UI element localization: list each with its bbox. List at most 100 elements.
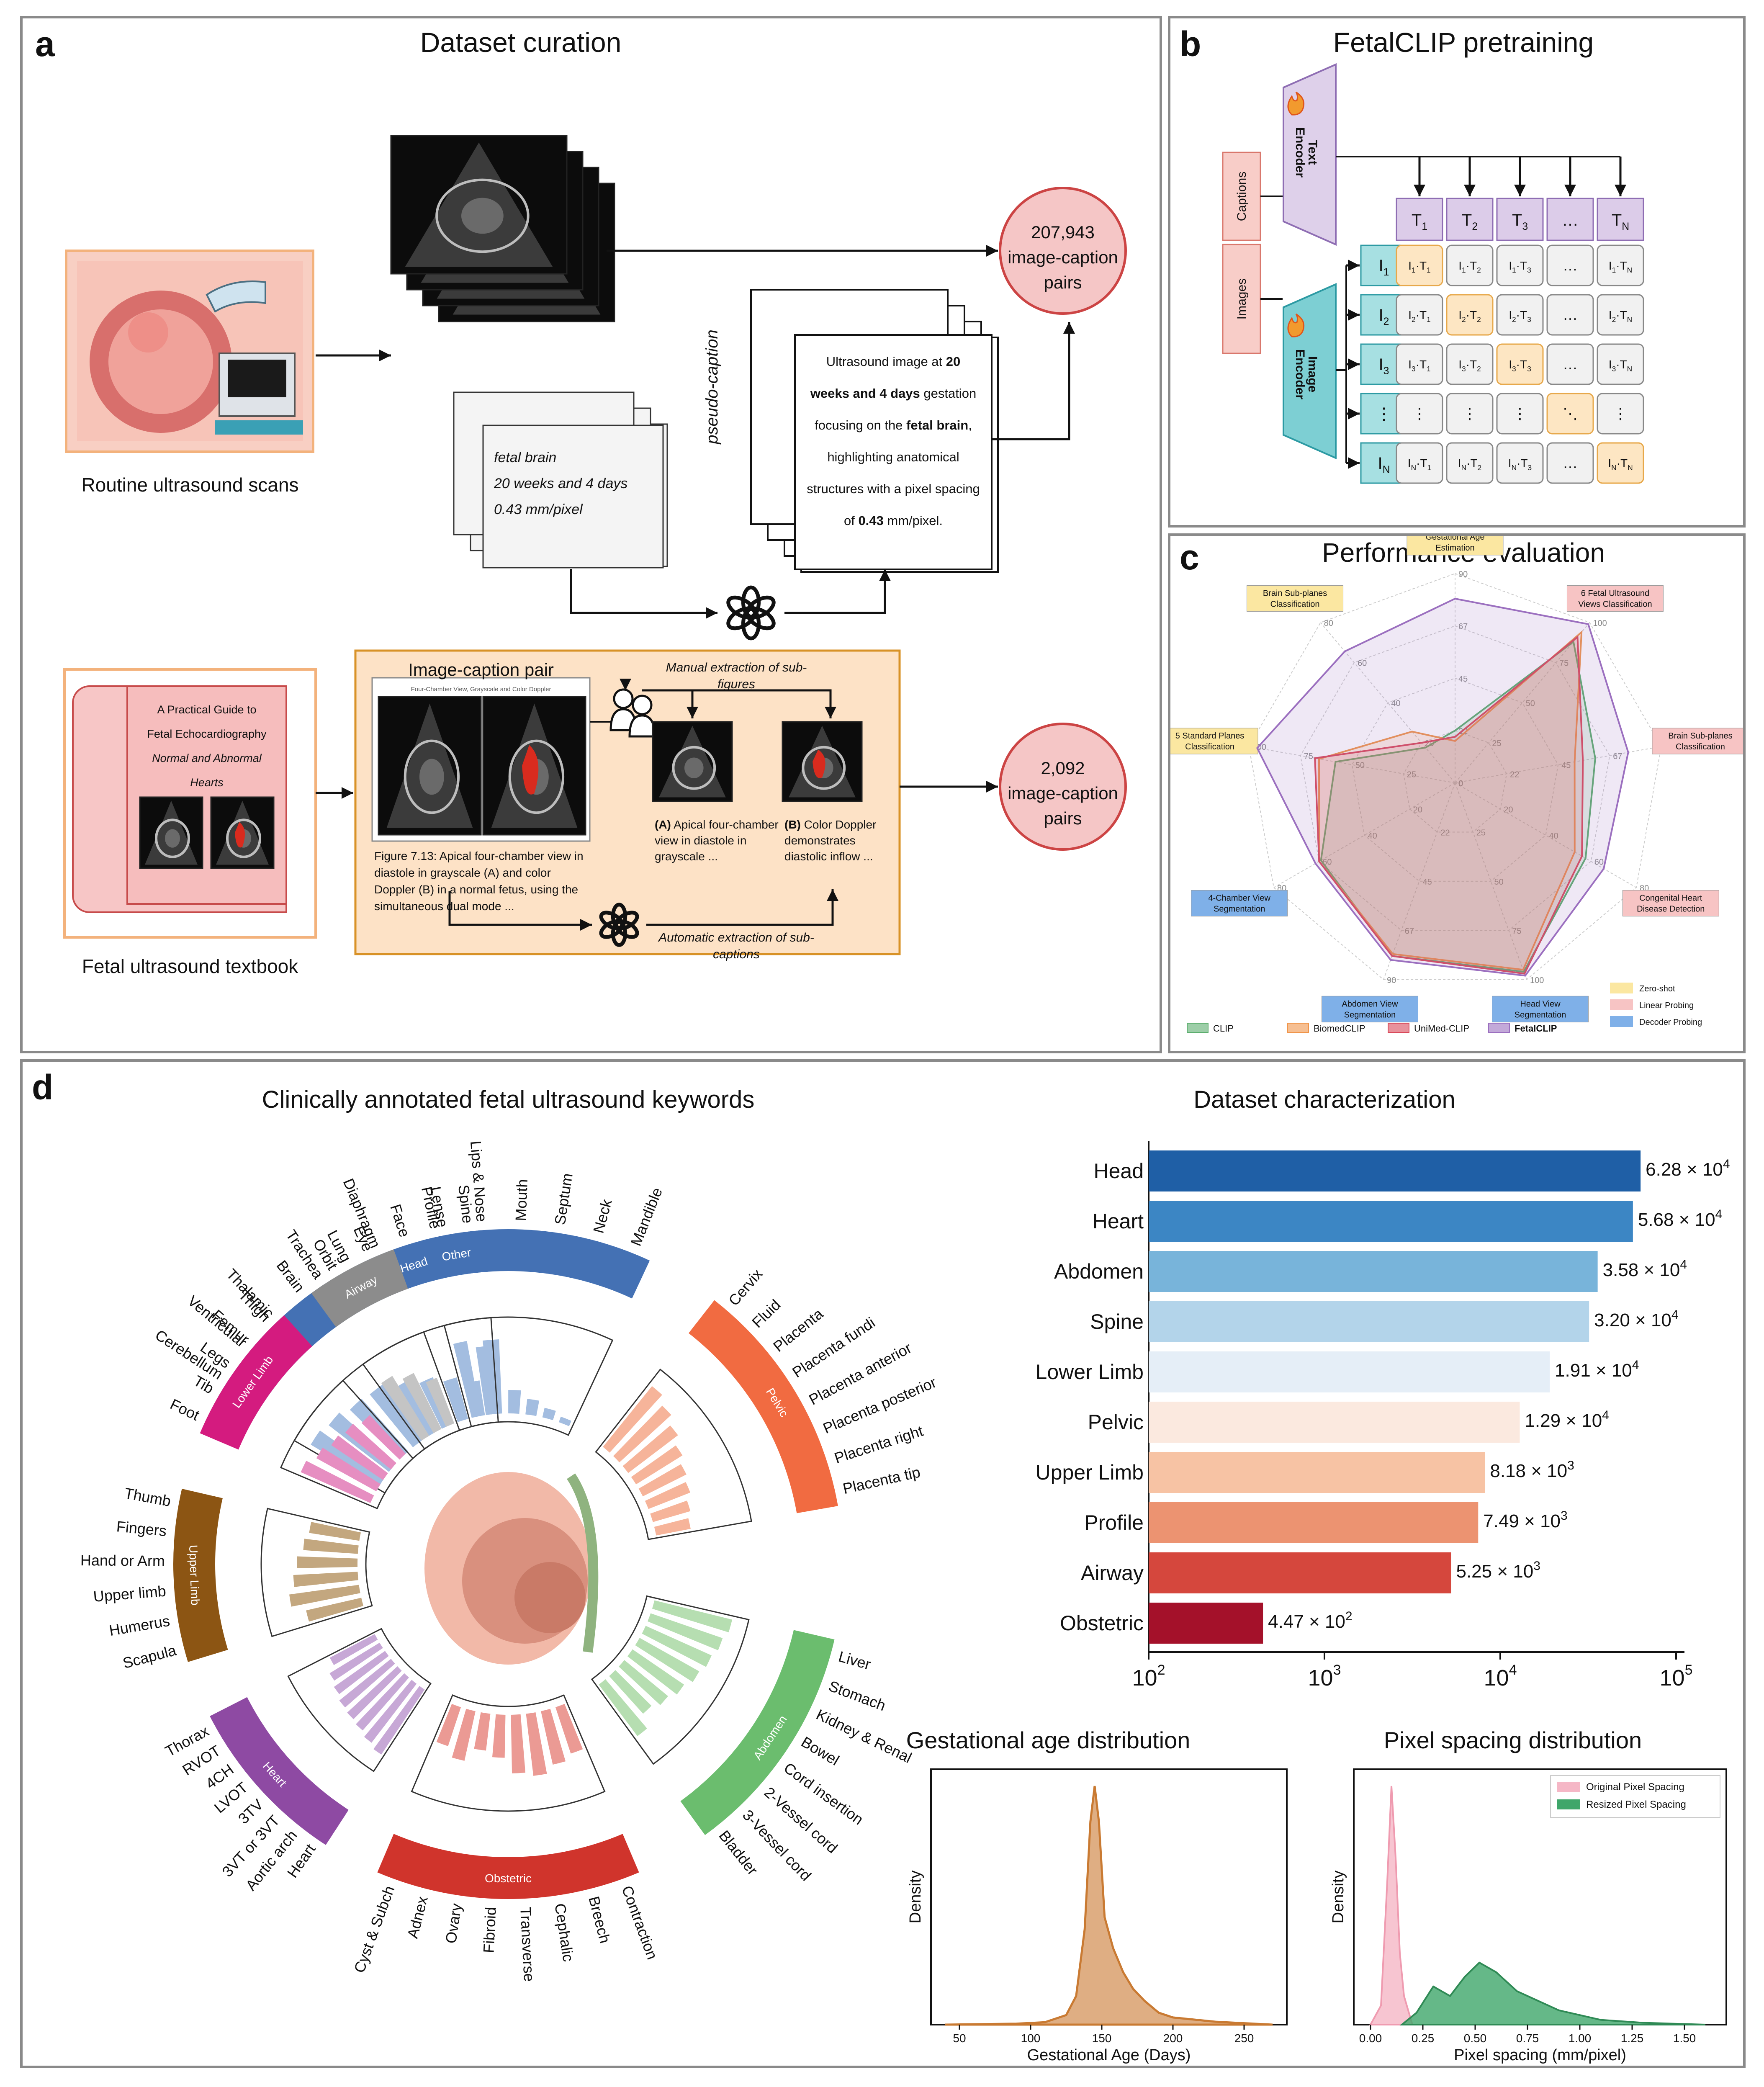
category-band-Upper Limb xyxy=(173,1489,228,1662)
radar-axis-label: 5 Standard Planes xyxy=(1175,731,1245,741)
arrow-head xyxy=(580,919,592,931)
caption-card-front xyxy=(794,334,993,570)
openai-logo-icon xyxy=(726,585,776,641)
token-part: I xyxy=(1379,306,1383,324)
radar-axis-label: Segmentation xyxy=(1214,905,1265,914)
token-part: T xyxy=(1470,259,1477,272)
histogram-frame-Other xyxy=(443,1317,499,1428)
histogram-bar-Abdomen xyxy=(599,1679,647,1736)
characterization-bar xyxy=(1149,1301,1589,1342)
ga-title: Gestational age distribution xyxy=(906,1727,1191,1753)
text-encoder-label: Encoder xyxy=(1293,127,1307,178)
panel-d-diagram: d Clinically annotated fetal ultrasound k… xyxy=(32,1068,1730,2064)
radar-axis-label: Estimation xyxy=(1435,543,1474,553)
token-part: I xyxy=(1408,358,1412,371)
doppler-flow xyxy=(235,822,245,848)
radar-tick-label: 75 xyxy=(1512,926,1521,936)
tick-exp: 2 xyxy=(1157,1662,1165,1678)
ps-legend-swatch xyxy=(1557,1782,1580,1792)
sub-caption-text: view in diastole in xyxy=(655,834,746,847)
similarity-cell xyxy=(1496,393,1544,435)
similarity-cell xyxy=(1546,244,1594,286)
radar-tick-label: 40 xyxy=(1549,831,1558,841)
category-band-Other xyxy=(421,1230,488,1281)
images-label: Images xyxy=(1235,278,1249,319)
characterization-value-label: 7.49 × 103 xyxy=(1483,1509,1567,1531)
keyword-label: Thumb xyxy=(123,1484,172,1510)
ultrasound-structure xyxy=(672,746,716,790)
bottom-pairs-label: image-caption xyxy=(1008,783,1118,803)
keyword-label: Cephalic xyxy=(551,1902,577,1963)
token-part: N xyxy=(1512,463,1517,472)
image-encoder-label: Image xyxy=(1306,356,1319,393)
category-band-label: Upper Limb xyxy=(187,1544,202,1606)
ps-tick-label: 0.50 xyxy=(1464,2032,1487,2045)
histogram-bar-Head xyxy=(525,1399,540,1416)
similarity-cell-label: ⋮ xyxy=(1412,405,1427,422)
histogram-bar-Pelvic xyxy=(645,1482,690,1509)
similarity-cell xyxy=(1396,294,1443,336)
value-base: 3.20 × 10 xyxy=(1594,1310,1671,1330)
token-dot: · xyxy=(1466,309,1470,322)
histogram-frame-Lower Limb xyxy=(280,1379,414,1510)
ga-tick-label: 50 xyxy=(953,2032,966,2045)
radar-axis-label-box xyxy=(1191,890,1288,916)
panel-title: Dataset curation xyxy=(420,27,622,58)
radar-axis-label: Classification xyxy=(1270,600,1320,609)
value-base: 8.18 × 10 xyxy=(1490,1461,1567,1481)
similarity-cell-label: ⋮ xyxy=(1613,405,1628,422)
token-dot: · xyxy=(1416,457,1420,470)
histogram-bar-Heart xyxy=(356,1673,409,1731)
arrow-head xyxy=(1615,185,1626,196)
ultrasound-structure xyxy=(419,759,444,795)
meta-to-llm-arrow xyxy=(570,569,717,614)
caption-part: focusing on the xyxy=(815,418,906,432)
arrow-head xyxy=(706,607,717,619)
radar-tick-label: 40 xyxy=(1391,699,1400,708)
token-part: N xyxy=(1411,463,1417,472)
characterization-category-label: Airway xyxy=(1081,1561,1144,1585)
similarity-cell-label: IN·T1 xyxy=(1408,457,1431,472)
automatic-extraction-label: captions xyxy=(713,947,760,961)
series-legend-label: FetalCLIP xyxy=(1515,1023,1557,1034)
token-part: I xyxy=(1379,257,1383,275)
histogram-bar-Abdomen xyxy=(635,1638,699,1682)
token-dot: · xyxy=(1516,309,1520,322)
ultrasound-structure xyxy=(165,829,180,848)
value-base: 3.58 × 10 xyxy=(1603,1260,1680,1280)
token-part: I xyxy=(1408,259,1412,272)
keyword-label: Adnex xyxy=(404,1894,431,1940)
panel-a-diagram: a Dataset curation Routine ultrasound scan… xyxy=(35,24,1127,977)
caption-line: structures with a pixel spacing xyxy=(807,481,980,496)
histogram-bar-Abdomen xyxy=(648,1613,723,1650)
similarity-cell-label: … xyxy=(1563,257,1578,274)
tick-exp: 3 xyxy=(1333,1662,1341,1678)
value-exp: 3 xyxy=(1567,1459,1574,1472)
t-token xyxy=(1546,198,1594,241)
radar-tick-label: 100 xyxy=(1530,976,1544,985)
similarity-cell-label: IN·TN xyxy=(1608,457,1633,472)
histogram-bar-Heart xyxy=(334,1651,389,1694)
radar-axis-label: Segmentation xyxy=(1515,1010,1566,1019)
value-base: 6.28 × 10 xyxy=(1646,1159,1723,1180)
value-base: 5.68 × 10 xyxy=(1638,1209,1715,1230)
person-icon xyxy=(632,695,653,715)
series-legend-swatch xyxy=(1388,1023,1409,1033)
histogram-bar-Lower Limb xyxy=(316,1447,381,1492)
caption-part: of xyxy=(844,513,858,528)
category-band-Abdomen xyxy=(680,1630,835,1835)
ps-y-label: Density xyxy=(1329,1871,1347,1924)
person-icon xyxy=(613,688,634,709)
metadata-line: 0.43 mm/pixel xyxy=(494,502,583,517)
arrow-head xyxy=(379,350,391,361)
ultrasound-structure xyxy=(226,818,261,858)
book-title-line: Normal and Abnormal xyxy=(152,752,262,764)
caption-line: highlighting anatomical xyxy=(827,450,959,464)
similarity-cell-label: I2·T2 xyxy=(1458,309,1481,324)
series-legend-swatch xyxy=(1488,1023,1510,1033)
radar-series-CLIP xyxy=(1320,640,1596,973)
ps-tick-label: 1.50 xyxy=(1673,2032,1696,2045)
token-part: 2 xyxy=(1383,316,1389,327)
similarity-cell xyxy=(1446,244,1494,286)
token-dot: · xyxy=(1516,259,1520,272)
